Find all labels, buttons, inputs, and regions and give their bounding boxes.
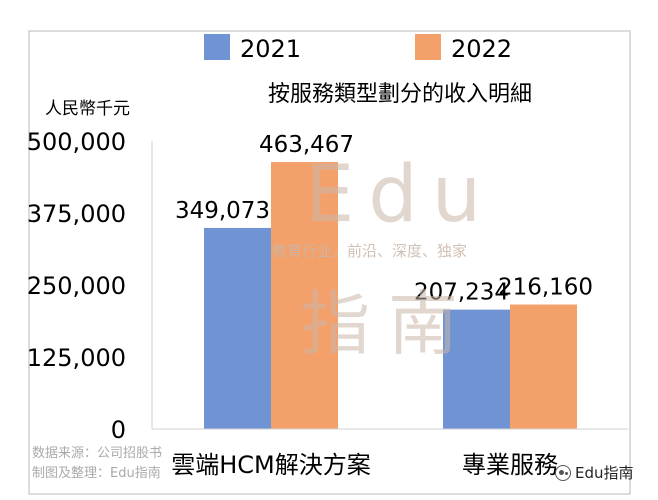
watermark-big-text-2: 指南: [300, 283, 476, 365]
bar-2021-0: [204, 227, 271, 429]
brand-label: Edu指南: [575, 464, 634, 482]
watermark-small-text: 教育行业，前沿、深度、独家: [272, 242, 468, 260]
y-tick-label: 375,000: [27, 200, 126, 228]
data-label-2021-1: 207,234: [414, 280, 509, 306]
legend-swatch-2021: [204, 34, 230, 60]
data-label-2022-0: 463,467: [259, 132, 354, 158]
y-tick-label: 250,000: [27, 272, 126, 300]
y-tick-label: 500,000: [27, 128, 126, 156]
legend-label-2022: 2022: [451, 35, 512, 63]
x-category-label: 雲端HCM解決方案: [171, 451, 371, 479]
bar-2022-1: [510, 304, 577, 429]
wechat-icon: [555, 465, 571, 481]
x-category-label: 專業服務: [462, 451, 558, 479]
y-tick-label: 0: [111, 416, 126, 444]
brand-badge: Edu指南: [555, 462, 634, 483]
source-line-1: 数据来源：公司招股书: [32, 446, 163, 461]
data-label-2021-0: 349,073: [175, 198, 270, 224]
y-axis-label: 人民幣千元: [45, 99, 130, 119]
data-label-2022-1: 216,160: [498, 274, 593, 300]
legend-label-2021: 2021: [240, 35, 301, 63]
chart-title: 按服務類型劃分的收入明細: [268, 82, 532, 107]
legend-swatch-2022: [415, 34, 441, 60]
bar-2022-0: [271, 162, 338, 429]
watermark-big-text-1: Edu: [305, 150, 496, 240]
bar-2021-1: [443, 309, 510, 429]
y-tick-label: 125,000: [27, 344, 126, 372]
source-line-2: 制图及整理：Edu指南: [32, 466, 161, 481]
